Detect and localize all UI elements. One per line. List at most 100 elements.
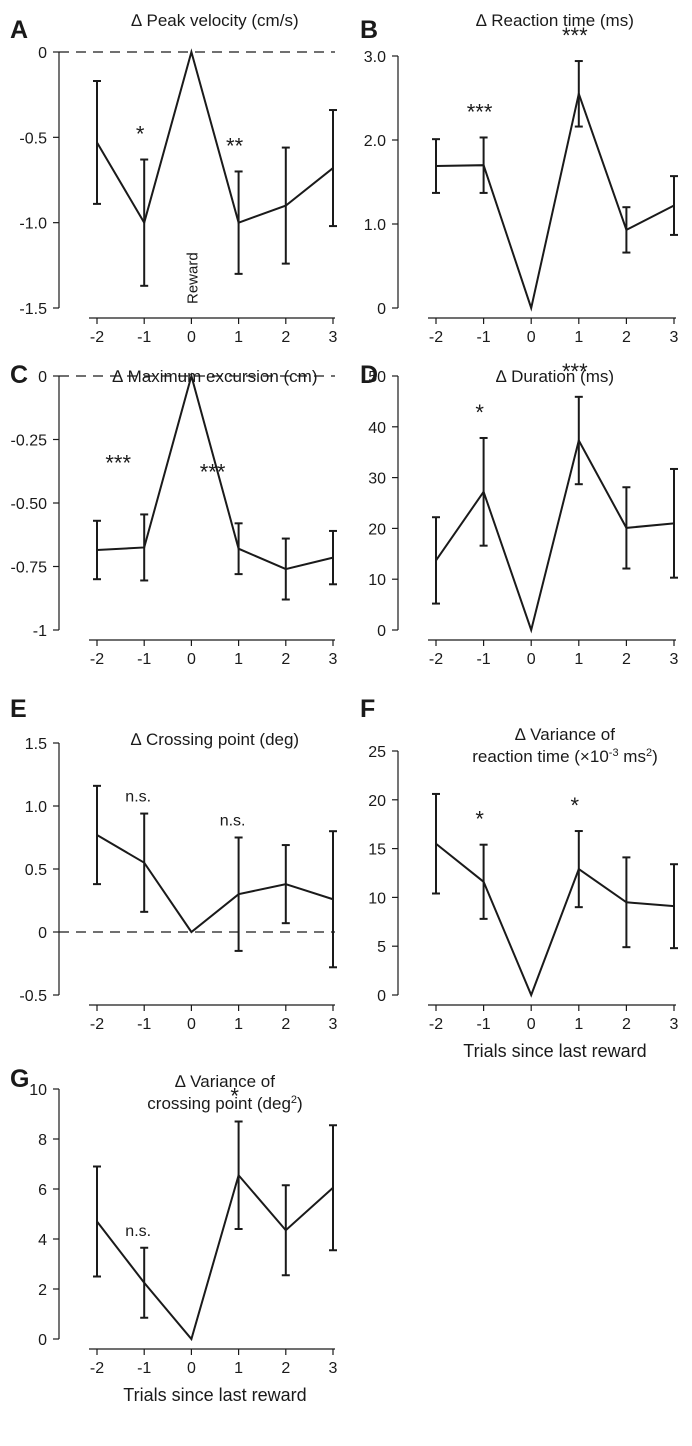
panel-e-xtick-label: -1 [137, 1016, 151, 1033]
panel-g-title-line2: crossing point (deg2) [147, 1094, 302, 1113]
panel-b-xtick-label: -2 [429, 329, 443, 346]
panel-a-ytick-label: -1.0 [19, 216, 47, 233]
panel-e-point [143, 861, 145, 864]
panel-g-ytick-label: 4 [38, 1232, 47, 1249]
panel-f-xtick-label: -2 [429, 1016, 443, 1033]
panel-e-series-line [96, 834, 334, 934]
panel-c-xtick-label: 0 [187, 651, 196, 668]
panel-b-ytick-label: 2.0 [364, 133, 386, 150]
panel-f-xtick-label: 2 [622, 1016, 631, 1033]
panel-g-ytick-label: 0 [38, 1332, 47, 1349]
panel-g-point [285, 1229, 287, 1232]
panel-g-series-line [96, 1173, 334, 1342]
panel-b-xtick-label: -1 [476, 329, 490, 346]
panel-d-xtick-label: 3 [670, 651, 679, 668]
panel-e-point [190, 931, 193, 933]
panel-b-point [578, 93, 580, 95]
panel-b-ytick-label: 1.0 [364, 217, 386, 234]
panel-f-x-axis-label: Trials since last reward [463, 1041, 646, 1061]
panel-e-xtick-label: 3 [329, 1016, 338, 1033]
panel-a-ytick-label: 0 [38, 45, 47, 62]
panel-b-point [673, 204, 675, 207]
panel-g-title-line1: ∆ Variance of [175, 1072, 275, 1091]
panel-f-point [530, 994, 532, 996]
panel-a-point [237, 221, 240, 224]
panel-e-ytick-label: 0 [38, 925, 47, 942]
panel-e-xtick-label: 1 [234, 1016, 243, 1033]
panel-g-x-axis-label: Trials since last reward [123, 1385, 306, 1405]
panel-f-series-line [435, 842, 675, 998]
panel-e-xtick-label: 0 [187, 1016, 196, 1033]
panel-f-ytick-label: 0 [377, 988, 386, 1005]
panel-d-point [530, 629, 532, 631]
panel-d-ytick-label: 30 [368, 471, 386, 488]
panel-e-ytick-label: 1.5 [25, 736, 47, 753]
panel-e-significance-label: n.s. [125, 789, 151, 806]
panel-g-point [143, 1281, 145, 1284]
panel-e-xtick-label: 2 [281, 1016, 290, 1033]
panel-c-series-line [96, 372, 334, 571]
panel-b-xtick-label: 0 [527, 329, 536, 346]
panel-g-point [237, 1174, 240, 1177]
panel-d-ytick-label: 20 [368, 521, 386, 538]
panel-d-xtick-label: 2 [622, 651, 631, 668]
panel-d-ytick-label: 10 [368, 572, 386, 589]
panel-d-point [578, 439, 580, 442]
panel-a-xtick-label: 3 [329, 329, 338, 346]
panel-f-title-line2: reaction time (×10-3 ms2) [472, 747, 658, 766]
panel-c-xtick-label: 3 [329, 651, 338, 668]
panel-g-xtick-label: 0 [187, 1360, 196, 1377]
panel-c-point [285, 568, 287, 570]
panel-c-xtick-label: -1 [137, 651, 151, 668]
panel-a-xtick-label: 2 [281, 329, 290, 346]
panel-b: B ∆ Reaction time (ms) 0 1.0 2.0 3.0 -2 -1 0 1 2 3 *… [360, 11, 679, 346]
panel-d-ytick-label: 40 [368, 420, 386, 437]
panel-c-ytick-label: -0.75 [11, 560, 48, 577]
panel-b-ytick-label: 0 [377, 301, 386, 318]
panel-f-ytick-label: 10 [368, 890, 386, 907]
panel-e-point [96, 834, 98, 836]
panel-a-point [96, 141, 98, 144]
panel-g-ytick-label: 6 [38, 1182, 47, 1199]
panel-b-letter: B [360, 16, 378, 44]
panel-g: G ∆ Variance of crossing point (deg2) 0 2 4 6 8… [10, 1065, 338, 1405]
panel-b-significance-label: *** [467, 99, 493, 124]
panel-d-ytick-label: 0 [377, 623, 386, 640]
panel-d-xtick-label: -2 [429, 651, 443, 668]
panel-e-ytick-label: 1.0 [25, 799, 47, 816]
panel-b-title: ∆ Reaction time (ms) [476, 11, 634, 30]
panel-c-xtick-label: -2 [90, 651, 104, 668]
panel-f-ytick-label: 25 [368, 744, 386, 761]
panel-a-reward-annotation: Reward [184, 252, 201, 304]
panel-a-point [332, 167, 334, 169]
panel-e-point [237, 893, 240, 895]
panel-c-letter: C [10, 361, 28, 389]
panel-g-point [96, 1220, 98, 1223]
panel-g-ytick-label: 2 [38, 1282, 47, 1299]
panel-d-ytick-label: 50 [368, 369, 386, 386]
panel-c-ytick-label: -0.25 [11, 433, 48, 450]
panel-a: A ∆ Peak velocity (cm/s) 0 -0.5 -1.0 -1.5 -2 -1… [10, 11, 338, 346]
panel-b-point [435, 165, 437, 167]
panel-d-xtick-label: -1 [476, 651, 490, 668]
panel-a-letter: A [10, 16, 28, 44]
panel-c-point [190, 375, 193, 377]
panel-g-significance-label: * [230, 1084, 239, 1109]
panel-g-xtick-label: -2 [90, 1360, 104, 1377]
panel-g-point [332, 1186, 334, 1189]
panel-d-significance-label: *** [562, 359, 588, 384]
panel-c-significance-label: *** [105, 450, 131, 475]
panel-d-xtick-label: 0 [527, 651, 536, 668]
panel-e-ytick-label: 0.5 [25, 862, 47, 879]
panel-c-point [143, 546, 145, 549]
panel-d-point [673, 522, 675, 525]
panel-d-letter: D [360, 361, 378, 389]
panel-a-ytick-label: -1.5 [19, 301, 47, 318]
panel-g-point [190, 1338, 193, 1340]
panel-a-xtick-label: 0 [187, 329, 196, 346]
panel-g-ytick-label: 8 [38, 1132, 47, 1149]
panel-e-significance-label: n.s. [220, 813, 246, 830]
panel-c-point [237, 547, 240, 550]
panel-g-xtick-label: 2 [281, 1360, 290, 1377]
panel-e-letter: E [10, 695, 27, 723]
